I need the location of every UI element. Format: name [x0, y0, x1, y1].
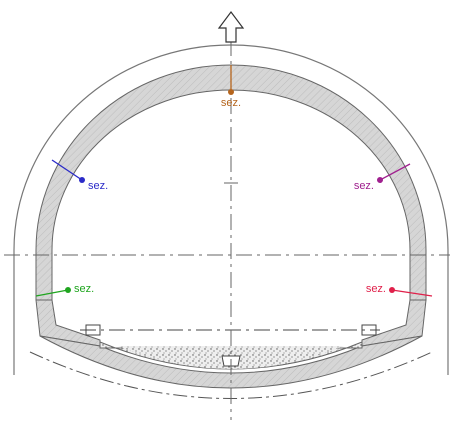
section-label: sez. [354, 180, 374, 192]
section-point [79, 177, 85, 183]
section-line [51, 159, 83, 181]
section-line [379, 163, 411, 181]
section-point [228, 89, 234, 95]
section-label: sez. [74, 283, 94, 295]
arrow [217, 11, 245, 43]
section-point [65, 287, 71, 293]
invert [39, 335, 423, 389]
section-point [377, 177, 383, 183]
section-point [389, 287, 395, 293]
section-line [35, 289, 69, 297]
section-line [391, 289, 433, 297]
section-label: sez. [88, 180, 108, 192]
section-label: sez. [366, 283, 386, 295]
section-label: sez. [221, 97, 241, 109]
